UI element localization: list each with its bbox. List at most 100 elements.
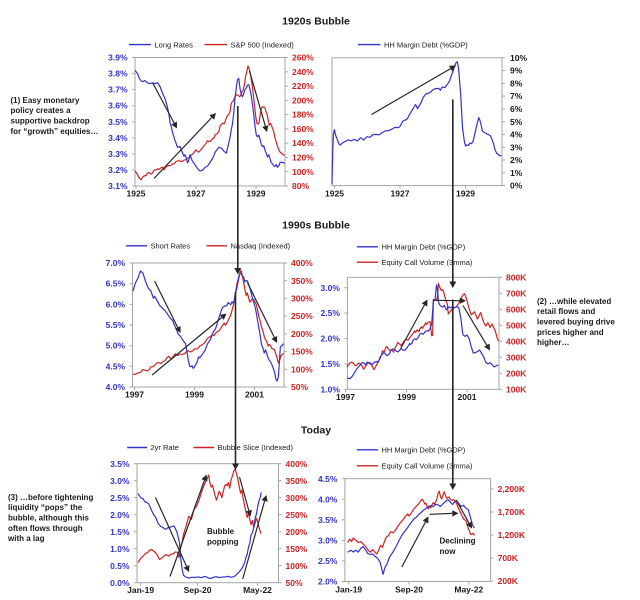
svg-text:1929: 1929 (247, 189, 266, 199)
svg-text:with a lag: with a lag (7, 534, 45, 543)
svg-text:often flows through: often flows through (8, 524, 83, 533)
svg-text:100%: 100% (292, 167, 314, 177)
svg-text:6.5%: 6.5% (106, 279, 126, 289)
svg-text:1925: 1925 (325, 189, 344, 199)
svg-text:0.5%: 0.5% (110, 561, 130, 571)
svg-text:3.5%: 3.5% (318, 515, 338, 525)
svg-text:100K: 100K (506, 384, 527, 394)
svg-text:policy creates a: policy creates a (11, 106, 72, 115)
svg-text:Jan-19: Jan-19 (335, 585, 362, 595)
svg-text:5.0%: 5.0% (106, 341, 126, 351)
svg-text:200%: 200% (291, 329, 313, 339)
svg-text:2.5%: 2.5% (321, 308, 341, 318)
svg-text:4.0%: 4.0% (106, 382, 126, 392)
svg-text:4.5%: 4.5% (106, 361, 126, 371)
svg-text:0.0%: 0.0% (110, 578, 130, 588)
svg-text:7.0%: 7.0% (106, 258, 126, 268)
svg-text:700K: 700K (506, 288, 527, 298)
svg-text:(2) …while elevated: (2) …while elevated (537, 297, 611, 306)
svg-text:Sep-20: Sep-20 (184, 585, 212, 595)
svg-text:10%: 10% (510, 53, 527, 63)
svg-text:200K: 200K (506, 368, 527, 378)
svg-text:Bubble Slice (Indexed): Bubble Slice (Indexed) (218, 443, 294, 452)
svg-text:levered buying drive: levered buying drive (537, 318, 615, 327)
svg-text:1,700K: 1,700K (498, 507, 526, 517)
svg-text:1929: 1929 (456, 189, 475, 199)
svg-text:80%: 80% (292, 181, 309, 191)
svg-text:Short Rates: Short Rates (151, 242, 191, 251)
svg-text:supportive backdrop: supportive backdrop (11, 117, 90, 126)
svg-text:Declining: Declining (440, 536, 476, 545)
svg-text:100%: 100% (291, 364, 313, 374)
svg-text:4%: 4% (510, 130, 523, 140)
svg-text:500K: 500K (506, 320, 527, 330)
svg-text:250%: 250% (291, 311, 313, 321)
svg-text:liquidity “pops” the: liquidity “pops” the (8, 503, 83, 512)
svg-text:3%: 3% (510, 142, 523, 152)
svg-text:1%: 1% (510, 168, 523, 178)
svg-text:400K: 400K (506, 336, 527, 346)
svg-text:prices higher and: prices higher and (537, 328, 604, 337)
svg-text:3.1%: 3.1% (108, 181, 128, 191)
svg-text:now: now (440, 547, 457, 556)
svg-text:1,200K: 1,200K (498, 530, 526, 540)
svg-text:Jan-19: Jan-19 (127, 585, 154, 595)
svg-text:2.0%: 2.0% (318, 577, 338, 587)
svg-text:3.4%: 3.4% (108, 133, 128, 143)
svg-text:HH Margin Debt (%GDP): HH Margin Debt (%GDP) (382, 243, 466, 252)
svg-text:200%: 200% (286, 527, 308, 537)
svg-text:600K: 600K (506, 304, 527, 314)
svg-text:May-22: May-22 (243, 585, 272, 595)
svg-text:2001: 2001 (458, 392, 477, 402)
svg-text:3.5%: 3.5% (108, 117, 128, 127)
svg-text:140%: 140% (292, 138, 314, 148)
svg-text:300%: 300% (291, 294, 313, 304)
svg-text:160%: 160% (292, 124, 314, 134)
svg-text:HH Margin Debt (%GDP): HH Margin Debt (%GDP) (384, 40, 468, 49)
svg-text:2yr Rate: 2yr Rate (151, 443, 179, 452)
svg-text:2.0%: 2.0% (321, 334, 341, 344)
svg-text:2%: 2% (510, 155, 523, 165)
svg-text:1.0%: 1.0% (321, 384, 341, 394)
svg-text:300%: 300% (286, 493, 308, 503)
svg-text:retail flows and: retail flows and (537, 307, 595, 316)
svg-text:350%: 350% (291, 276, 313, 286)
svg-text:Equity Call Volume (3mma): Equity Call Volume (3mma) (382, 258, 473, 267)
svg-text:Equity Call Volume (3mma): Equity Call Volume (3mma) (382, 462, 473, 471)
svg-text:1999: 1999 (397, 392, 416, 402)
svg-text:1999: 1999 (185, 390, 204, 400)
svg-text:1927: 1927 (391, 189, 410, 199)
svg-text:1925: 1925 (127, 189, 146, 199)
svg-text:4.0%: 4.0% (318, 494, 338, 504)
svg-text:Today: Today (301, 425, 331, 437)
svg-text:1.0%: 1.0% (110, 544, 130, 554)
svg-text:3.6%: 3.6% (108, 101, 128, 111)
svg-text:3.9%: 3.9% (108, 53, 128, 63)
svg-text:150%: 150% (291, 347, 313, 357)
svg-text:for “growth” equities…: for “growth” equities… (11, 127, 99, 136)
svg-text:6%: 6% (510, 104, 523, 114)
svg-text:(3) …before tightening: (3) …before tightening (8, 493, 93, 502)
svg-text:2.0%: 2.0% (110, 510, 130, 520)
svg-text:2.5%: 2.5% (110, 493, 130, 503)
svg-text:1927: 1927 (187, 189, 206, 199)
svg-text:240%: 240% (292, 67, 314, 77)
svg-text:9%: 9% (510, 66, 523, 76)
svg-text:200K: 200K (498, 576, 519, 586)
svg-text:bubble, although this: bubble, although this (8, 514, 89, 523)
svg-text:3.7%: 3.7% (108, 85, 128, 95)
svg-text:250%: 250% (286, 510, 308, 520)
svg-text:300K: 300K (506, 352, 527, 362)
svg-text:1.5%: 1.5% (110, 527, 130, 537)
svg-text:2001: 2001 (245, 390, 264, 400)
svg-text:higher…: higher… (537, 338, 569, 347)
svg-text:50%: 50% (286, 578, 303, 588)
svg-text:100%: 100% (286, 561, 308, 571)
svg-text:3.0%: 3.0% (321, 283, 341, 293)
svg-text:260%: 260% (292, 53, 314, 63)
svg-text:6.0%: 6.0% (106, 299, 126, 309)
svg-text:Nasdaq (Indexed): Nasdaq (Indexed) (231, 242, 291, 251)
svg-text:8%: 8% (510, 78, 523, 88)
svg-text:180%: 180% (292, 110, 314, 120)
svg-text:2.5%: 2.5% (318, 556, 338, 566)
